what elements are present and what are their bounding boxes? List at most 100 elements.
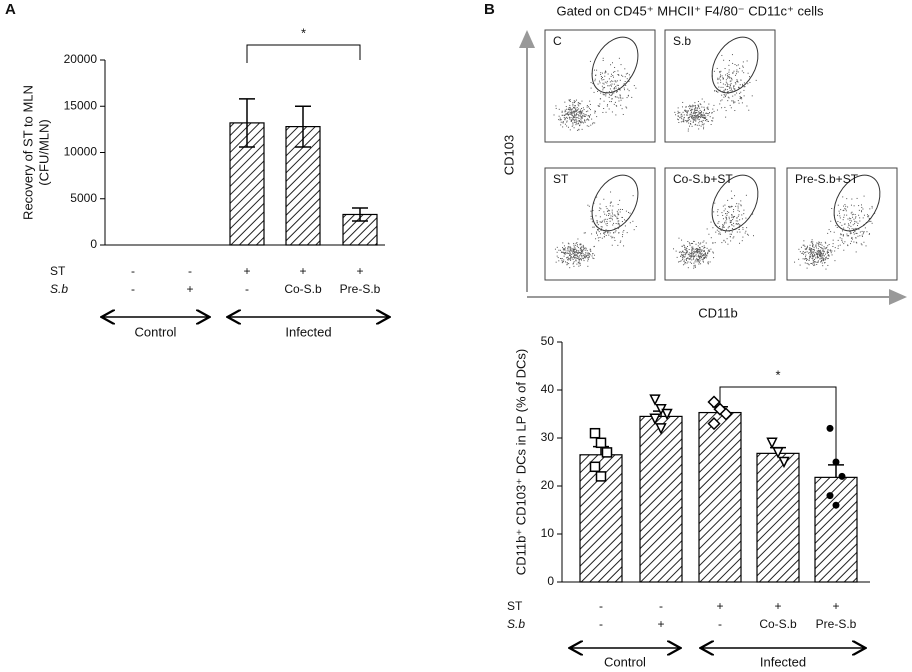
flow-dot <box>592 83 594 85</box>
flow-dot <box>811 262 813 264</box>
flow-dot <box>569 129 571 131</box>
flow-dot <box>739 84 741 86</box>
flow-dot <box>829 249 831 251</box>
flow-dot <box>591 233 593 235</box>
flow-dot <box>696 114 698 116</box>
flow-dot <box>588 125 590 127</box>
flow-dot <box>699 249 701 251</box>
flow-dot <box>567 126 569 128</box>
flow-dot <box>820 254 822 256</box>
flow-dot <box>841 238 843 240</box>
flow-dot <box>597 229 599 231</box>
flow-dot <box>558 115 560 117</box>
flow-dot <box>707 262 709 264</box>
flow-dot <box>730 87 732 89</box>
flow-dot <box>569 100 571 102</box>
flow-dot <box>809 255 811 257</box>
flow-dot <box>734 74 736 76</box>
flow-dot <box>571 250 573 252</box>
panel-label: B <box>484 1 495 18</box>
flow-dot <box>681 254 683 256</box>
flow-dot <box>573 255 575 257</box>
flow-dot <box>731 224 733 226</box>
flow-dot <box>606 91 608 93</box>
flow-dot <box>697 118 699 120</box>
flow-dot <box>694 119 696 121</box>
flow-dot <box>581 110 583 112</box>
flow-dot <box>850 240 852 242</box>
flow-dot <box>581 117 583 119</box>
flow-dot <box>572 263 574 265</box>
flow-dot <box>851 236 853 238</box>
flow-dot <box>616 216 618 218</box>
flow-dot <box>707 106 709 108</box>
flow-dot <box>837 214 839 216</box>
flow-dot <box>752 213 754 215</box>
flow-dot <box>736 231 738 233</box>
flow-dot <box>575 251 577 253</box>
flow-dot <box>730 88 732 90</box>
flow-dot <box>697 117 699 119</box>
flow-dot <box>725 110 727 112</box>
flow-dot <box>853 218 855 220</box>
flow-dot <box>805 254 807 256</box>
flow-dot <box>587 265 589 267</box>
flow-dot <box>591 255 593 257</box>
flow-dot <box>712 252 714 254</box>
flow-dot <box>704 247 706 249</box>
flow-dot <box>850 237 852 239</box>
flow-dot <box>573 119 575 121</box>
flow-dot <box>567 252 569 254</box>
flow-dot <box>617 222 619 224</box>
flow-dot <box>700 253 702 255</box>
flow-dot <box>821 260 823 262</box>
flow-dot <box>689 113 691 115</box>
flow-dot <box>571 112 573 114</box>
flow-dot <box>618 100 620 102</box>
flow-dot <box>684 248 686 250</box>
flow-dot <box>718 230 720 232</box>
flow-dot <box>817 242 819 244</box>
flow-dot <box>681 245 683 247</box>
flow-dot <box>683 259 685 261</box>
flow-dot <box>722 214 724 216</box>
flow-dot <box>574 252 576 254</box>
flow-dot <box>692 118 694 120</box>
data-point <box>595 471 607 482</box>
flow-dot <box>702 119 704 121</box>
flow-dot <box>596 228 598 230</box>
flow-dot <box>827 249 829 251</box>
flow-dot <box>560 121 562 123</box>
flow-dot <box>716 90 718 92</box>
flow-dot <box>720 100 722 102</box>
flow-dot <box>727 85 729 87</box>
flow-dot <box>598 231 600 233</box>
flow-dot <box>704 252 706 254</box>
flow-dot <box>566 112 568 114</box>
flow-dot <box>694 264 696 266</box>
flow-dot <box>851 198 853 200</box>
flow-dot <box>693 250 695 252</box>
flow-dot <box>734 195 736 197</box>
flow-dot <box>573 101 575 103</box>
flow-dot <box>616 80 618 82</box>
flow-dot <box>724 106 726 108</box>
flow-dot <box>698 259 700 261</box>
flow-dot <box>562 248 564 250</box>
flow-dot <box>725 217 727 219</box>
flow-dot <box>571 113 573 115</box>
flow-dot <box>584 257 586 259</box>
flow-dot <box>725 116 727 118</box>
flow-dot <box>724 221 726 223</box>
flow-dot <box>575 254 577 256</box>
flow-dot <box>809 255 811 257</box>
flow-dot <box>842 234 844 236</box>
flow-dot <box>618 97 620 99</box>
flow-dot <box>690 111 692 113</box>
flow-dot <box>567 247 569 249</box>
flow-dot <box>837 204 839 206</box>
flow-dot <box>569 254 571 256</box>
flow-dot <box>726 218 728 220</box>
flow-dot <box>588 116 590 118</box>
flow-dot <box>746 105 748 107</box>
